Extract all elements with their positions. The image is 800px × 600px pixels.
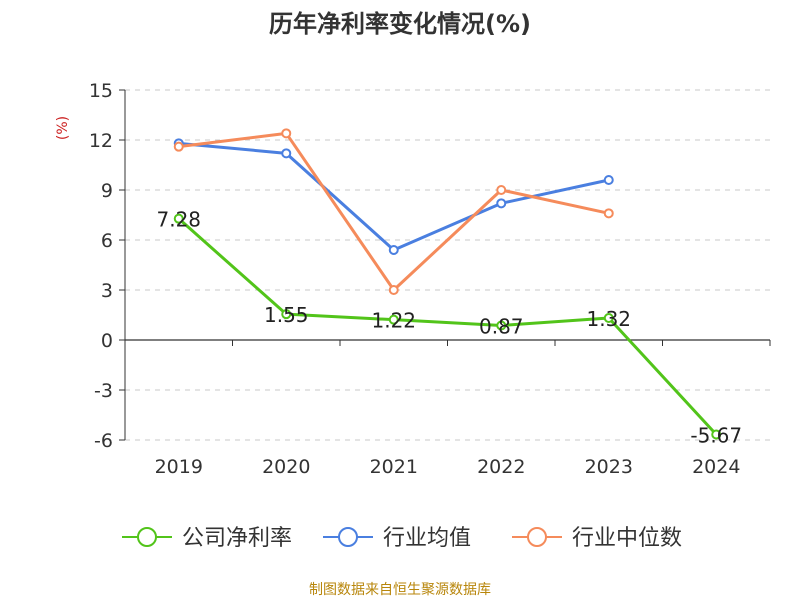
data-label: 7.28: [156, 208, 201, 232]
y-tick-label: 15: [89, 80, 113, 102]
y-tick-label: 9: [101, 180, 113, 202]
data-point: [388, 285, 399, 295]
legend-label: 行业中位数: [572, 526, 682, 551]
data-point: [603, 208, 614, 219]
data-point: [281, 128, 292, 139]
legend: 公司净利率 行业均值 行业中位数: [122, 526, 682, 551]
data-point: [173, 141, 184, 152]
legend-label: 行业均值: [383, 526, 471, 551]
y-tick-label: 3: [101, 280, 113, 302]
data-point: [496, 198, 507, 209]
x-tick-label: 2022: [477, 456, 525, 478]
chart-title: 历年净利率变化情况(%): [269, 10, 531, 38]
data-point: [711, 429, 722, 440]
data-labels: 7.28 1.55 1.22 0.87 1.32 -5.67: [156, 208, 742, 448]
data-point: [603, 175, 614, 185]
axes: 15 12 9 6 3 0 -3 -6 2019 2020 2021 2022 2023 2024: [89, 80, 771, 478]
series-line: [177, 217, 718, 436]
legend-marker: [137, 527, 157, 547]
data-point: [388, 314, 399, 325]
data-point: [388, 245, 399, 255]
data-label: 1.22: [371, 309, 416, 333]
source-note: 制图数据来自恒生聚源数据库: [309, 582, 491, 598]
data-label: 1.55: [264, 303, 309, 327]
data-point: [173, 213, 184, 224]
y-tick-label: 0: [101, 330, 113, 352]
series-line: [178, 141, 610, 252]
data-label: -5.67: [690, 424, 742, 448]
legend-marker: [527, 527, 547, 547]
x-tick-label: 2023: [585, 456, 633, 478]
data-point: [603, 313, 614, 323]
data-point: [281, 309, 292, 320]
data-label: 0.87: [479, 315, 524, 339]
x-tick-label: 2021: [370, 456, 418, 478]
x-tick-label: 2019: [155, 456, 203, 478]
y-tick-label: 12: [89, 130, 113, 152]
y-tick-label: -6: [94, 430, 113, 452]
x-tick-label: 2020: [262, 456, 310, 478]
y-axis-unit: (%): [55, 116, 71, 140]
legend-label: 公司净利率: [182, 526, 292, 551]
y-tick-label: 6: [101, 230, 113, 252]
series-line: [178, 131, 610, 292]
legend-marker: [338, 527, 358, 547]
data-point: [496, 185, 507, 195]
x-tick-label: 2024: [692, 456, 740, 478]
y-tick-label: -3: [94, 380, 113, 402]
data-point: [281, 148, 292, 159]
data-point: [496, 320, 507, 331]
series: [173, 128, 722, 440]
data-label: 1.32: [586, 307, 631, 331]
